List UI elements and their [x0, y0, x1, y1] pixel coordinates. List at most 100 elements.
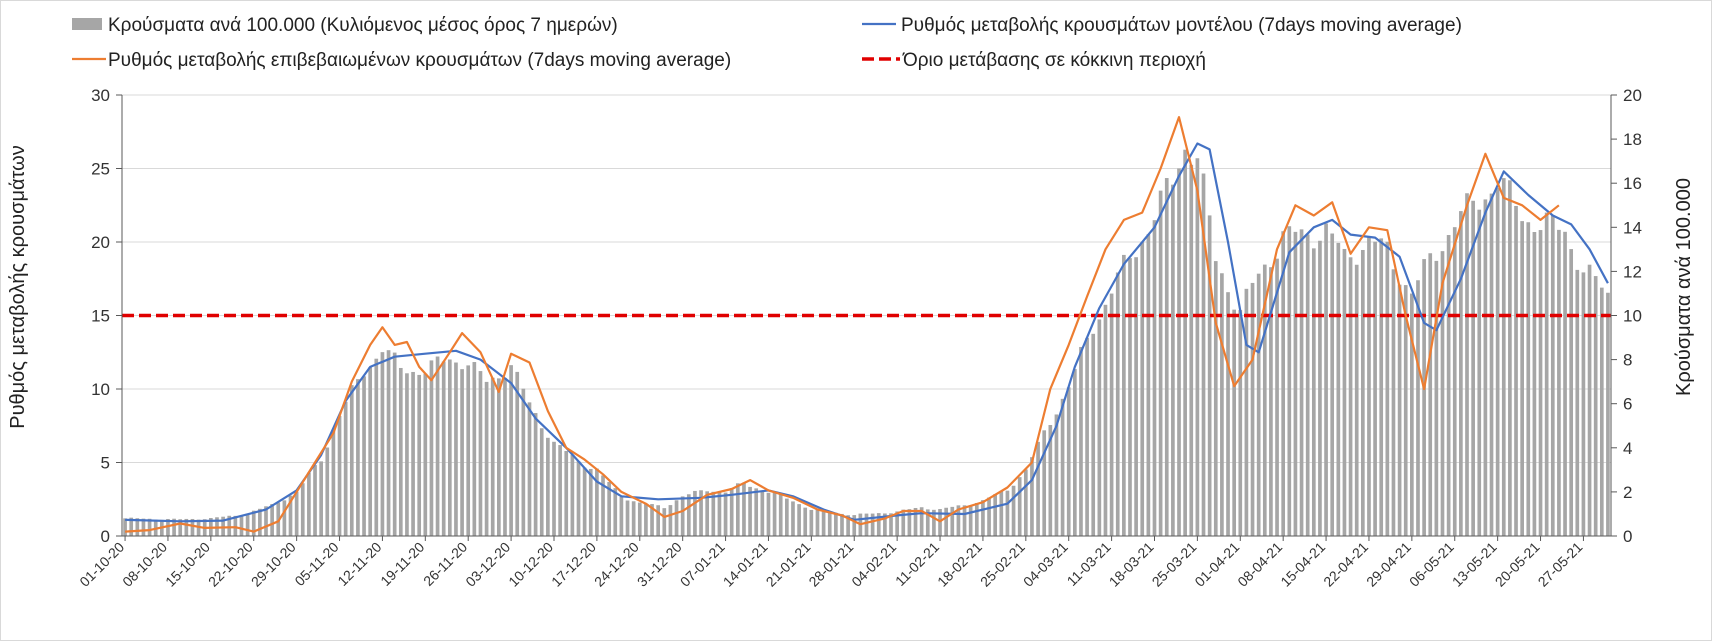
bar: [919, 507, 924, 536]
bar: [1367, 236, 1371, 536]
bar: [1250, 282, 1255, 536]
bar: [1410, 293, 1414, 536]
bar: [693, 490, 697, 536]
bar: [484, 381, 489, 536]
series-line-model: [125, 142, 1609, 523]
bar: [625, 500, 630, 536]
bar: [631, 501, 636, 536]
bar: [349, 385, 354, 536]
bar: [852, 515, 857, 536]
bar: [490, 377, 495, 536]
bar: [999, 490, 1004, 536]
bar: [392, 352, 397, 536]
bar: [1079, 346, 1083, 536]
bar: [944, 507, 948, 536]
bar: [797, 504, 801, 536]
bar: [411, 371, 415, 536]
bar: [564, 451, 569, 536]
y-right-tick-label: 8: [1623, 351, 1632, 370]
y-right-tick-label: 16: [1623, 174, 1642, 193]
bar: [386, 350, 391, 536]
bar: [539, 428, 544, 536]
bar: [239, 516, 244, 536]
legend-swatch-cases-bar: [72, 18, 102, 30]
bar: [1177, 168, 1181, 536]
bar: [1213, 261, 1218, 536]
bar: [1440, 251, 1445, 536]
bar: [834, 512, 838, 536]
y-right-tick-label: 20: [1623, 86, 1642, 105]
bar: [1109, 293, 1114, 536]
bar: [380, 352, 385, 536]
bar: [1244, 288, 1249, 536]
bar: [1103, 304, 1108, 536]
bar: [233, 515, 238, 536]
bar: [1403, 285, 1408, 536]
bar: [821, 510, 826, 536]
bar: [613, 488, 618, 536]
bar: [417, 374, 422, 536]
bar: [454, 362, 458, 536]
bar: [441, 361, 446, 536]
bar: [1599, 287, 1604, 536]
bar: [1501, 178, 1506, 536]
bars-cases: [123, 149, 1610, 537]
bar: [515, 371, 520, 536]
y-axis-left-title: Ρυθμός μεταβολής κρουσμάτων: [7, 145, 29, 429]
bar: [907, 509, 912, 536]
bar: [1005, 490, 1010, 536]
bar: [876, 513, 881, 536]
bar: [1354, 264, 1359, 536]
bar: [729, 488, 734, 536]
bar: [815, 509, 820, 536]
bar: [1072, 369, 1077, 536]
bar: [1538, 230, 1543, 537]
bar: [785, 498, 789, 536]
bar: [754, 488, 759, 536]
bar: [772, 492, 777, 536]
bar: [1122, 254, 1126, 537]
bar: [864, 513, 869, 536]
bar: [1287, 226, 1292, 536]
bar: [1360, 249, 1365, 536]
bar: [987, 497, 991, 536]
y-right-tick-label: 18: [1623, 130, 1642, 149]
bar: [1023, 469, 1028, 536]
bar: [1146, 234, 1151, 536]
bar: [895, 511, 899, 536]
bar: [870, 513, 875, 536]
bar: [1544, 212, 1549, 536]
bar: [300, 483, 305, 536]
bar: [1373, 241, 1377, 536]
bar: [1606, 292, 1610, 536]
bar: [1226, 292, 1230, 536]
bar: [748, 486, 752, 536]
bar: [1508, 180, 1512, 536]
bar: [435, 356, 440, 536]
bar: [313, 465, 317, 536]
bar: [546, 437, 550, 536]
bar: [601, 475, 605, 536]
bar: [1563, 231, 1567, 536]
bar: [1201, 173, 1206, 536]
y-left-tick-label: 5: [101, 454, 110, 473]
bar: [1275, 258, 1279, 536]
bar: [913, 507, 918, 536]
bar: [294, 491, 299, 536]
bar: [1446, 235, 1451, 536]
legend-label-confirmed: Ρυθμός μεταβολής επιβεβαιωμένων κρουσμάτ…: [108, 50, 731, 71]
bar: [460, 369, 464, 536]
bar: [1042, 430, 1047, 536]
bar: [423, 373, 428, 536]
bar: [644, 503, 648, 536]
bar: [1581, 272, 1586, 536]
bar: [221, 516, 225, 536]
y-left-tick-label: 0: [101, 527, 110, 546]
bar: [925, 509, 930, 536]
bar: [778, 494, 783, 536]
bar: [429, 360, 434, 536]
bar: [938, 509, 942, 536]
bar: [993, 494, 998, 536]
bar: [956, 505, 961, 536]
